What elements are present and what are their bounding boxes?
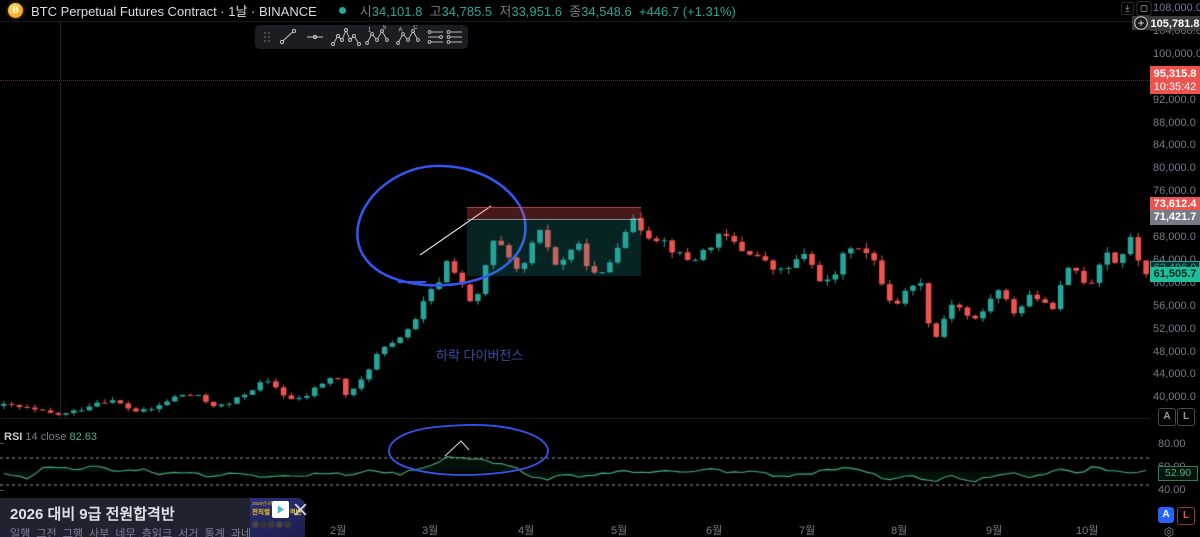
svg-text:C: C	[413, 25, 418, 31]
svg-text:A: A	[398, 28, 402, 34]
svg-text:5: 5	[383, 25, 387, 31]
